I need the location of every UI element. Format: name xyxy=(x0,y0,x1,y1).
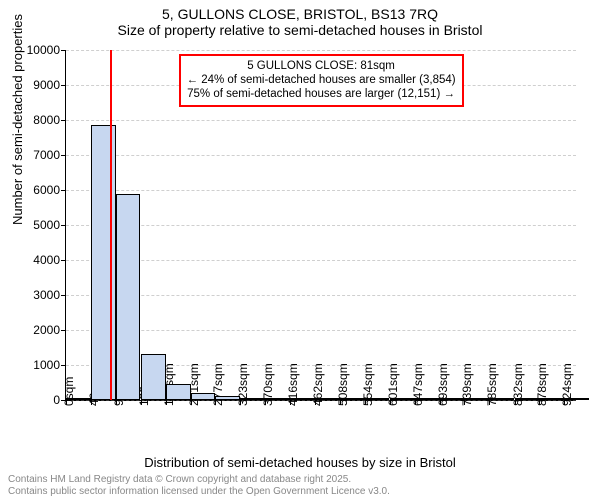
chart-container: 5, GULLONS CLOSE, BRISTOL, BS13 7RQ Size… xyxy=(0,0,600,500)
ytick-label: 7000 xyxy=(33,148,60,162)
ytick-mark xyxy=(61,295,66,296)
ytick-mark xyxy=(61,365,66,366)
histogram-bar xyxy=(539,398,564,400)
histogram-bar xyxy=(240,398,265,400)
ytick-label: 5000 xyxy=(33,218,60,232)
ytick-mark xyxy=(61,155,66,156)
ytick-label: 1000 xyxy=(33,358,60,372)
ytick-mark xyxy=(61,330,66,331)
histogram-bar xyxy=(66,398,91,400)
gridline xyxy=(66,260,576,261)
gridline xyxy=(66,225,576,226)
histogram-bar xyxy=(215,396,240,400)
histogram-bar xyxy=(340,398,365,400)
histogram-bar xyxy=(489,398,514,400)
title-line2: Size of property relative to semi-detach… xyxy=(0,22,600,38)
gridline xyxy=(66,295,576,296)
xtick-label: 0sqm xyxy=(62,377,76,406)
histogram-bar xyxy=(515,398,540,400)
ytick-mark xyxy=(61,85,66,86)
ytick-mark xyxy=(61,190,66,191)
title-block: 5, GULLONS CLOSE, BRISTOL, BS13 7RQ Size… xyxy=(0,6,600,38)
histogram-bar xyxy=(390,398,415,400)
gridline xyxy=(66,190,576,191)
histogram-bar xyxy=(191,393,216,400)
ytick-label: 4000 xyxy=(33,253,60,267)
ytick-label: 9000 xyxy=(33,78,60,92)
gridline xyxy=(66,50,576,51)
histogram-bar xyxy=(91,125,116,400)
histogram-bar xyxy=(564,398,589,400)
property-marker-line xyxy=(110,50,112,400)
ytick-mark xyxy=(61,50,66,51)
histogram-bar xyxy=(415,398,440,400)
x-axis-label: Distribution of semi-detached houses by … xyxy=(0,455,600,470)
ytick-mark xyxy=(61,120,66,121)
histogram-bar xyxy=(166,384,191,400)
ytick-label: 2000 xyxy=(33,323,60,337)
histogram-bar xyxy=(290,398,315,400)
ytick-mark xyxy=(61,260,66,261)
gridline xyxy=(66,120,576,121)
ytick-label: 8000 xyxy=(33,113,60,127)
ytick-label: 10000 xyxy=(27,43,60,57)
footer-line1: Contains HM Land Registry data © Crown c… xyxy=(8,474,390,486)
title-line1: 5, GULLONS CLOSE, BRISTOL, BS13 7RQ xyxy=(0,6,600,22)
info-box-line: ← 24% of semi-detached houses are smalle… xyxy=(187,73,456,87)
info-box-line: 75% of semi-detached houses are larger (… xyxy=(187,87,456,101)
ytick-label: 3000 xyxy=(33,288,60,302)
gridline xyxy=(66,155,576,156)
info-box-line: 5 GULLONS CLOSE: 81sqm xyxy=(187,59,456,73)
ytick-mark xyxy=(61,225,66,226)
footer-line2: Contains public sector information licen… xyxy=(8,486,390,498)
histogram-bar xyxy=(464,398,489,400)
histogram-bar xyxy=(116,194,141,401)
histogram-bar xyxy=(265,398,290,400)
footer-attribution: Contains HM Land Registry data © Crown c… xyxy=(8,474,390,498)
property-info-box: 5 GULLONS CLOSE: 81sqm← 24% of semi-deta… xyxy=(179,54,464,107)
histogram-bar xyxy=(141,354,166,400)
plot-area: 0100020003000400050006000700080009000100… xyxy=(65,50,576,401)
histogram-bar xyxy=(365,398,390,400)
y-axis-label: Number of semi-detached properties xyxy=(10,14,25,225)
histogram-bar xyxy=(440,398,465,400)
histogram-bar xyxy=(315,398,340,400)
gridline xyxy=(66,330,576,331)
ytick-label: 6000 xyxy=(33,183,60,197)
ytick-label: 0 xyxy=(53,393,60,407)
